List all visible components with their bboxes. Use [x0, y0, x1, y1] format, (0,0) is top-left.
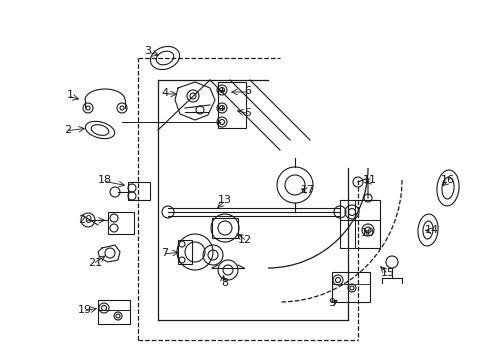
Text: 5: 5 — [244, 108, 251, 118]
Text: 21: 21 — [88, 258, 102, 268]
Bar — [98, 300, 130, 324]
Text: 14: 14 — [424, 225, 438, 235]
Text: 7: 7 — [161, 248, 168, 258]
Text: 17: 17 — [300, 185, 314, 195]
Text: 4: 4 — [161, 88, 168, 98]
Text: 2: 2 — [64, 125, 71, 135]
Text: 8: 8 — [221, 278, 228, 288]
Text: 16: 16 — [440, 175, 454, 185]
Bar — [128, 182, 150, 200]
Text: 10: 10 — [360, 228, 374, 238]
Bar — [108, 212, 134, 234]
Text: 18: 18 — [98, 175, 112, 185]
Text: 3: 3 — [144, 46, 151, 56]
Text: 1: 1 — [66, 90, 73, 100]
Text: 11: 11 — [362, 175, 376, 185]
Text: 13: 13 — [218, 195, 231, 205]
Text: 19: 19 — [78, 305, 92, 315]
Text: 6: 6 — [244, 86, 251, 96]
Text: 15: 15 — [380, 268, 394, 278]
Bar — [218, 82, 245, 128]
Bar — [212, 218, 238, 238]
Bar — [339, 200, 379, 248]
Text: 20: 20 — [78, 215, 92, 225]
Text: 12: 12 — [238, 235, 251, 245]
Text: 9: 9 — [328, 298, 335, 308]
Bar — [331, 272, 369, 302]
Bar — [178, 240, 192, 264]
